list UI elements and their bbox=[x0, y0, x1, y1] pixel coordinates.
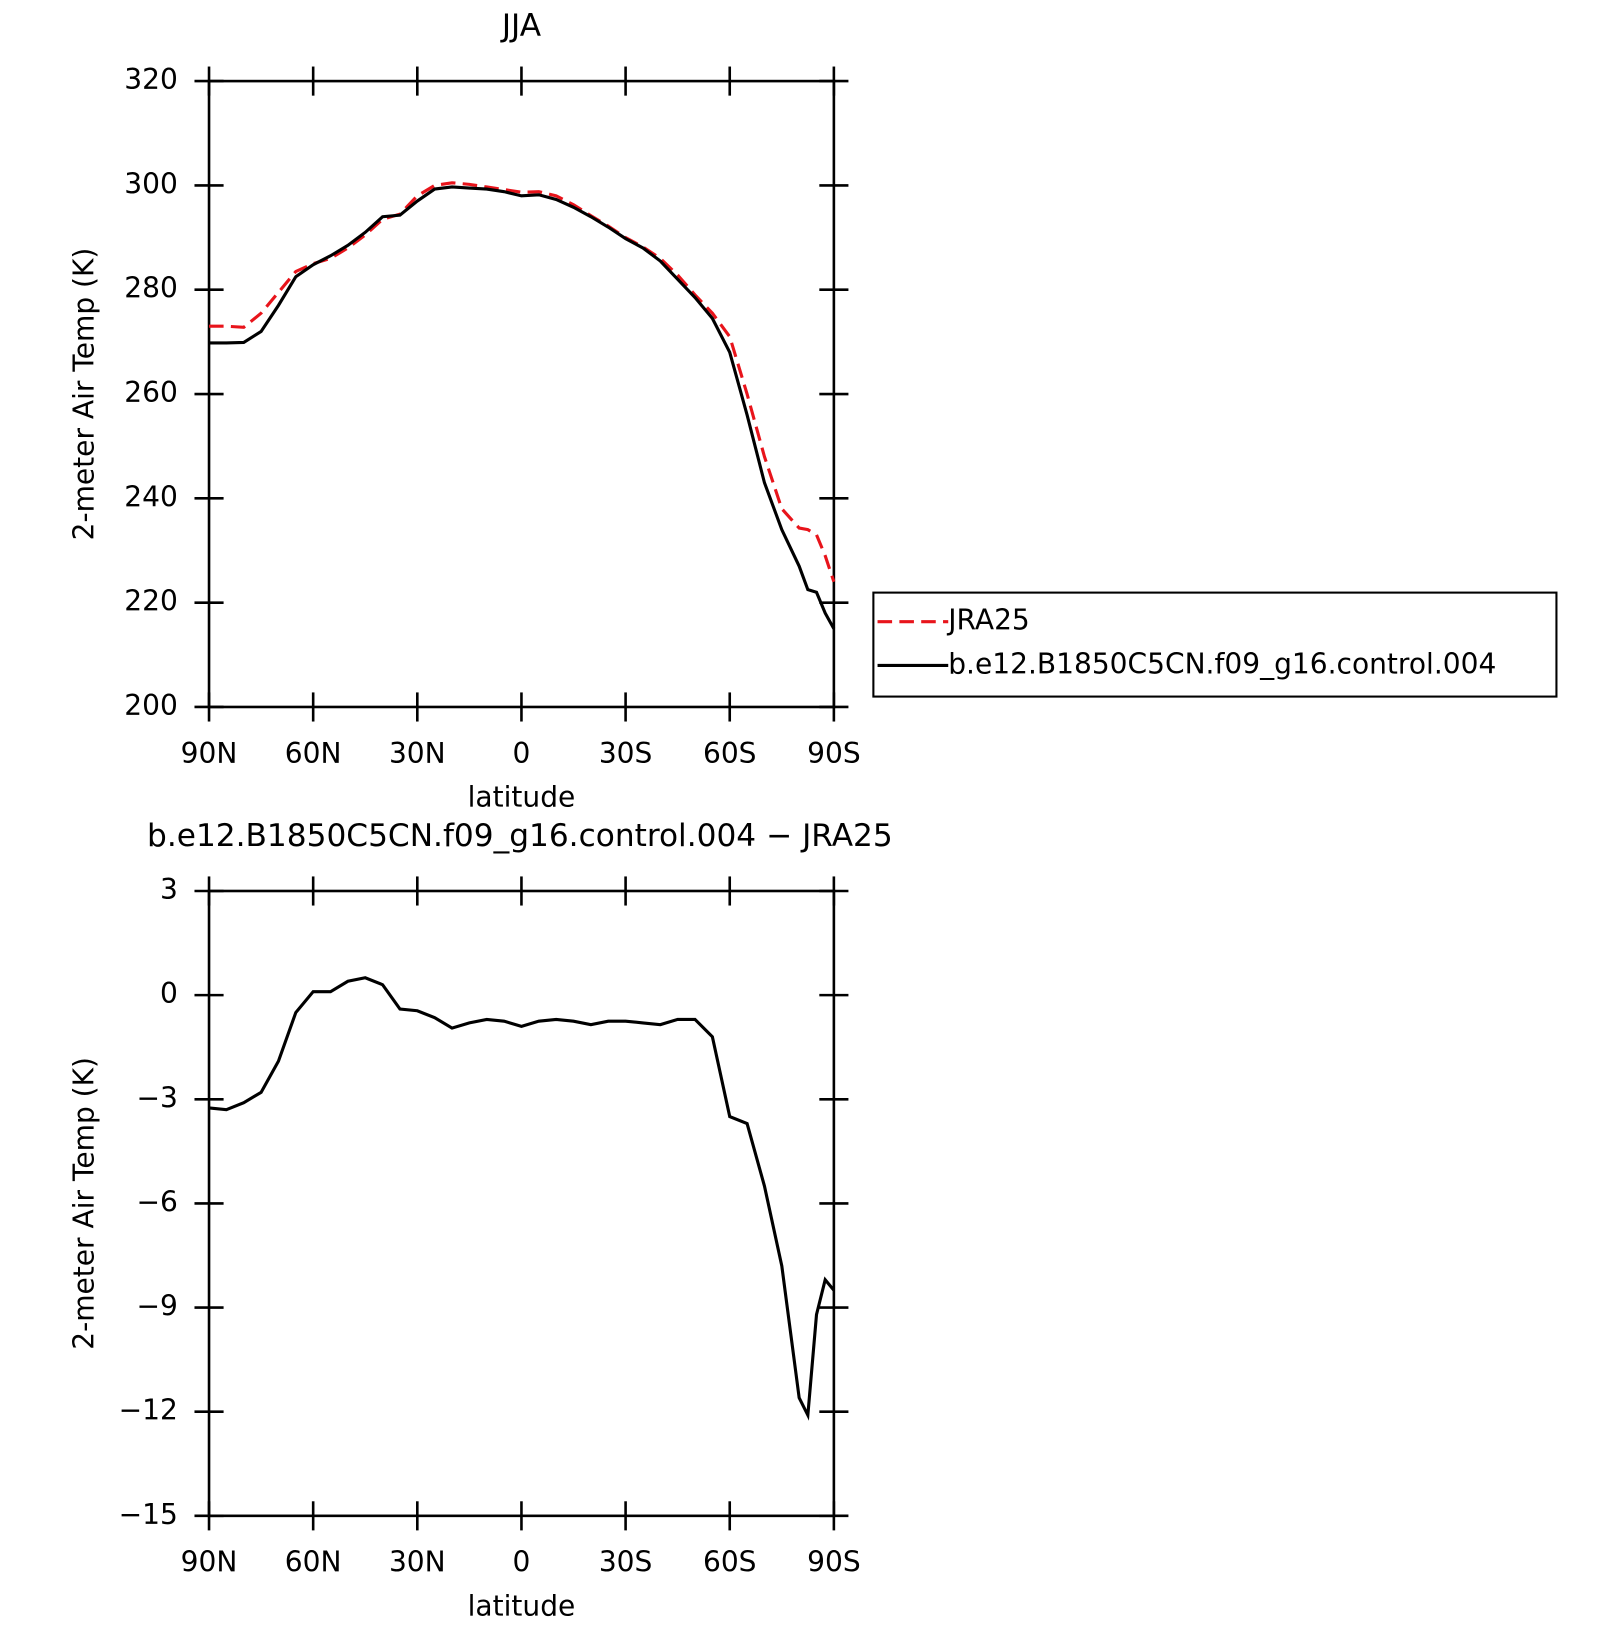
x-tick-label: 60N bbox=[285, 737, 342, 770]
y-tick-label: 220 bbox=[124, 585, 178, 618]
data-line bbox=[209, 181, 836, 583]
data-line bbox=[209, 185, 836, 630]
x-tick-label: 30N bbox=[389, 737, 446, 770]
x-tick-label: 30N bbox=[389, 1546, 446, 1579]
y-tick-label: 260 bbox=[124, 376, 178, 409]
y-tick-label: −3 bbox=[136, 1081, 177, 1114]
y-tick-label: 280 bbox=[124, 272, 178, 305]
x-tick-label: 0 bbox=[513, 737, 531, 770]
y-axis-label: 2-meter Air Temp (K) bbox=[67, 1057, 100, 1350]
plot-frame bbox=[207, 889, 836, 1518]
y-tick-label: 320 bbox=[124, 63, 178, 96]
x-axis-label: latitude bbox=[468, 780, 576, 813]
x-axis-label: latitude bbox=[468, 1589, 576, 1622]
x-tick-label: 30S bbox=[599, 737, 653, 770]
x-tick-label: 60N bbox=[285, 1546, 342, 1579]
x-tick-label: 30S bbox=[599, 1546, 653, 1579]
x-tick-label: 0 bbox=[513, 1546, 531, 1579]
y-tick-label: −15 bbox=[119, 1498, 178, 1531]
y-axis-label: 2-meter Air Temp (K) bbox=[67, 248, 100, 541]
y-tick-label: −6 bbox=[136, 1185, 177, 1218]
y-tick-label: 3 bbox=[160, 873, 178, 906]
x-tick-label: 90S bbox=[807, 1546, 861, 1579]
y-tick-label: −12 bbox=[119, 1394, 178, 1427]
data-line bbox=[208, 976, 836, 1421]
x-tick-label: 60S bbox=[703, 1546, 757, 1579]
y-tick-label: 0 bbox=[160, 977, 178, 1010]
x-tick-label: 90S bbox=[807, 737, 861, 770]
y-tick-label: −9 bbox=[136, 1290, 177, 1323]
y-tick-label: 200 bbox=[124, 689, 178, 722]
y-tick-label: 240 bbox=[124, 480, 178, 513]
legend-box bbox=[872, 591, 1558, 698]
legend-label: JRA25 bbox=[946, 604, 1030, 637]
chart-title: JJA bbox=[500, 8, 542, 44]
x-tick-label: 90N bbox=[181, 737, 238, 770]
y-tick-label: 300 bbox=[124, 167, 178, 200]
legend-label: b.e12.B1850C5CN.f09_g16.control.004 bbox=[948, 647, 1496, 680]
x-tick-label: 90N bbox=[181, 1546, 238, 1579]
chart-title: b.e12.B1850C5CN.f09_g16.control.004 − JR… bbox=[147, 818, 893, 854]
x-tick-label: 60S bbox=[703, 737, 757, 770]
